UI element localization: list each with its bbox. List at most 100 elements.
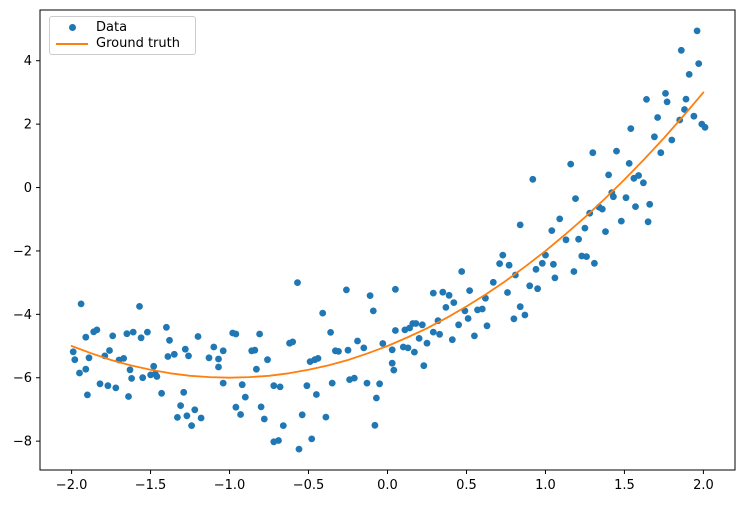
data-point — [125, 393, 132, 400]
legend: Data Ground truth — [49, 16, 196, 55]
data-point — [404, 344, 412, 352]
data-point — [215, 355, 222, 363]
data-point — [256, 330, 263, 338]
data-point — [191, 406, 199, 414]
data-point — [137, 334, 145, 342]
data-point — [390, 366, 398, 374]
x-tick-label: 1.5 — [614, 478, 635, 493]
data-point — [445, 291, 453, 299]
data-point — [82, 365, 90, 373]
data-point — [294, 279, 301, 286]
data-point — [429, 289, 437, 297]
data-point — [104, 382, 112, 390]
data-point — [106, 347, 113, 354]
data-point — [343, 286, 350, 294]
data-point — [136, 303, 143, 310]
data-point — [598, 205, 606, 213]
data-point — [496, 260, 503, 267]
data-point — [77, 300, 85, 308]
line-swatch-icon — [56, 42, 88, 45]
data-point — [657, 149, 665, 157]
data-point — [174, 414, 181, 421]
data-point — [505, 261, 513, 269]
data-point — [177, 402, 185, 409]
data-point — [567, 160, 575, 168]
data-point — [180, 388, 188, 396]
data-point — [84, 391, 91, 399]
data-point — [376, 380, 383, 388]
data-point — [439, 288, 447, 296]
data-point — [613, 147, 620, 155]
data-point — [644, 218, 652, 226]
data-point — [344, 346, 352, 354]
data-point — [298, 411, 306, 419]
data-point — [640, 179, 647, 187]
y-tick-label: −8 — [13, 435, 32, 450]
data-point — [253, 365, 260, 373]
data-point — [181, 345, 189, 353]
data-point — [308, 435, 316, 443]
data-point — [464, 315, 472, 322]
data-point — [542, 251, 549, 259]
legend-item-data: Data — [56, 19, 187, 36]
data-point — [188, 422, 196, 429]
data-point — [548, 227, 556, 235]
data-point — [126, 366, 134, 374]
data-point — [205, 354, 213, 362]
data-point — [627, 125, 635, 132]
data-point — [489, 278, 497, 286]
data-point — [388, 359, 396, 367]
data-point — [109, 332, 117, 340]
y-tick-label: 0 — [24, 181, 32, 196]
data-point — [183, 412, 191, 420]
data-point — [264, 356, 271, 364]
data-point — [516, 221, 524, 229]
data-point — [526, 282, 534, 290]
data-point — [499, 251, 507, 259]
data-point — [289, 338, 297, 346]
data-point — [93, 326, 101, 334]
data-point — [96, 380, 104, 388]
data-point — [423, 339, 431, 347]
data-point — [379, 340, 387, 347]
data-point — [185, 352, 192, 360]
data-point — [532, 265, 540, 273]
x-tick-label: −1.5 — [135, 478, 167, 493]
data-point — [260, 415, 268, 423]
data-point — [448, 336, 456, 344]
data-point — [392, 285, 399, 293]
data-point — [635, 172, 642, 179]
y-tick-label: −2 — [13, 244, 32, 259]
data-point — [471, 332, 478, 340]
data-point — [412, 320, 420, 327]
data-point — [622, 194, 630, 202]
data-point — [219, 347, 227, 355]
data-point — [450, 299, 458, 306]
data-point — [388, 346, 396, 354]
data-point — [510, 315, 518, 323]
data-point — [371, 421, 379, 429]
axes-frame — [39, 9, 736, 471]
data-point — [651, 133, 658, 141]
data-point — [575, 235, 582, 243]
data-point — [163, 323, 170, 331]
data-point — [646, 200, 654, 208]
data-point — [327, 329, 334, 336]
data-point — [166, 336, 173, 344]
x-tick-label: −2.0 — [56, 478, 88, 493]
data-point — [610, 193, 617, 201]
data-point — [605, 171, 612, 179]
data-point — [210, 343, 218, 351]
data-point — [82, 333, 90, 341]
data-point — [455, 321, 462, 329]
data-point — [617, 217, 625, 225]
y-tick-label: −4 — [13, 308, 32, 323]
data-point — [241, 393, 249, 401]
data-point — [303, 382, 311, 390]
data-point — [418, 321, 426, 329]
data-point — [693, 27, 701, 35]
data-point — [654, 114, 661, 121]
data-point — [71, 356, 79, 364]
data-point — [144, 328, 151, 336]
